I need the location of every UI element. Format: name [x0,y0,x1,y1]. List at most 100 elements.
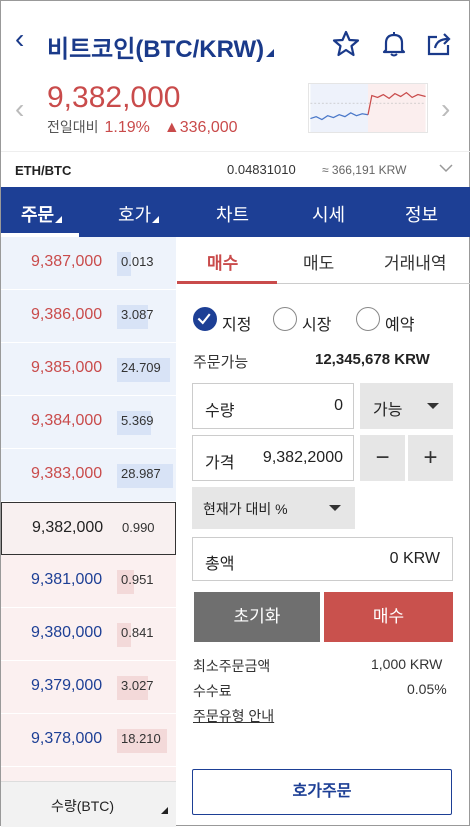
orderbook-row[interactable]: 9,386,000 3.087 [1,290,176,343]
qty-select[interactable]: 가능 [360,383,453,429]
depth-bar [117,305,148,329]
order-type-guide-link[interactable]: 주문유형 안내 [193,708,275,724]
tab-hoga[interactable]: 호가 [118,201,160,227]
subtab-indicator [177,281,277,284]
radio-market[interactable] [273,307,297,331]
tab-indicator [1,233,79,237]
subtab-divider [277,283,470,284]
price-value: 9,382,2000 [262,449,343,466]
orderbook-qty: 5.369 [121,413,154,428]
total-value: 0 KRW [389,550,440,567]
minus-button[interactable]: − [360,435,405,481]
orderbook-qty: 24.709 [121,360,161,375]
coin-title[interactable]: 비트코인(BTC/KRW) [47,29,275,64]
orderbook-row[interactable]: 9,381,000 0.951 [1,555,176,608]
compare-select-label: 현재가 대비 % [203,501,288,517]
qty-value: 0 [334,397,343,414]
coin-title-label: 비트코인(BTC/KRW) [47,36,265,63]
plus-button[interactable]: + [408,435,453,481]
orderbook-price: 9,384,000 [31,412,103,429]
total-field[interactable]: 총액 0 KRW [192,537,453,581]
bell-icon[interactable] [379,29,409,59]
orderbook-row[interactable]: 9,387,000 0.013 [1,237,176,290]
radio-limit[interactable] [193,307,217,331]
orderbook-price: 9,378,000 [31,730,103,747]
next-arrow-icon[interactable]: › [441,93,451,124]
orderbook-qty: 0.841 [121,625,154,640]
reset-button[interactable]: 초기화 [194,592,320,642]
qty-label: 수량 [205,403,235,420]
subtab-buy[interactable]: 매수 [207,254,239,273]
fee-label: 수수료 [193,683,232,699]
star-icon[interactable] [331,29,361,59]
eth-krw: ≈ 366,191 KRW [322,163,407,177]
qty-field[interactable]: 수량 0 [192,383,354,429]
change-info: 전일대비 1.19% ▲336,000 [47,117,238,137]
tab-hoga-label: 호가 [118,205,152,225]
orderbook-row[interactable]: 9,379,000 3.027 [1,661,176,714]
available-value: 12,345,678 KRW [315,351,430,368]
total-label: 총액 [205,556,235,573]
buy-button[interactable]: 매수 [324,592,453,642]
radio-reserve-label: 예약 [385,317,415,334]
orderbook-row[interactable]: 9,384,000 5.369 [1,396,176,449]
tab-chart[interactable]: 차트 [216,205,250,225]
depth-bar [117,623,131,647]
qty-select-label: 가능 [373,402,403,419]
caret-down-icon [329,505,341,511]
orderbook-qty: 18.210 [121,731,161,746]
orderbook-price: 9,380,000 [31,624,103,641]
orderbook-row[interactable]: 9,385,000 24.709 [1,343,176,396]
radio-reserve[interactable] [356,307,380,331]
dropdown-icon [266,49,275,57]
subtab-history[interactable]: 거래내역 [384,254,447,273]
orderbook-price: 9,383,000 [31,465,103,482]
dropdown-icon [161,807,168,814]
depth-bar [117,358,170,382]
eth-row[interactable] [1,151,470,187]
mini-chart[interactable] [308,83,428,133]
orderbook-price: 9,381,000 [31,571,103,588]
tab-info[interactable]: 정보 [405,205,439,225]
depth-bar [117,570,134,594]
compare-select[interactable]: 현재가 대비 % [192,487,355,529]
orderbook-price: 9,382,000 [32,519,104,536]
price-field[interactable]: 가격 9,382,2000 [192,435,354,481]
back-arrow-icon[interactable]: ‹ [15,23,25,54]
orderbook-row[interactable]: 9,378,000 18.210 [1,714,176,767]
caret-down-icon [427,403,439,409]
eth-value: 0.04831010 [227,162,296,177]
current-price: 9,382,000 [47,81,181,114]
hoga-order-button[interactable]: 호가주문 [192,769,452,815]
radio-market-label: 시장 [302,317,332,334]
orderbook[interactable]: 9,387,000 0.013 9,386,000 3.087 9,385,000 24.… [1,237,176,797]
tab-market[interactable]: 시세 [312,205,346,225]
depth-bar [117,676,148,700]
min-order-label: 최소주문금액 [193,658,271,674]
eth-pair: ETH/BTC [15,163,72,178]
orderbook-row[interactable]: 9,382,000 0.990 [1,502,176,555]
price-label: 가격 [205,455,235,472]
orderbook-qty: 3.027 [121,678,154,693]
qty-unit-bar[interactable] [1,781,176,827]
prev-arrow-icon[interactable]: ‹ [15,93,25,124]
change-pct: 1.19% [104,119,150,136]
orderbook-qty: 3.087 [121,307,154,322]
tab-order[interactable]: 주문 [21,201,63,227]
orderbook-row[interactable]: 9,380,000 0.841 [1,608,176,661]
orderbook-row[interactable]: 9,383,000 28.987 [1,449,176,502]
orderbook-qty: 28.987 [121,466,161,481]
orderbook-price: 9,379,000 [31,677,103,694]
share-icon[interactable] [424,29,454,59]
min-order-value: 1,000 KRW [371,656,443,672]
available-label: 주문가능 [193,354,249,371]
chevron-down-icon[interactable] [439,163,453,173]
fee-value: 0.05% [407,681,447,697]
subtab-sell[interactable]: 매도 [303,254,335,273]
depth-bar [117,411,151,435]
dropdown-icon [152,216,160,223]
orderbook-price: 9,387,000 [31,253,103,270]
radio-limit-label: 지정 [222,317,252,334]
orderbook-price: 9,385,000 [31,359,103,376]
orderbook-qty: 0.990 [122,520,155,535]
